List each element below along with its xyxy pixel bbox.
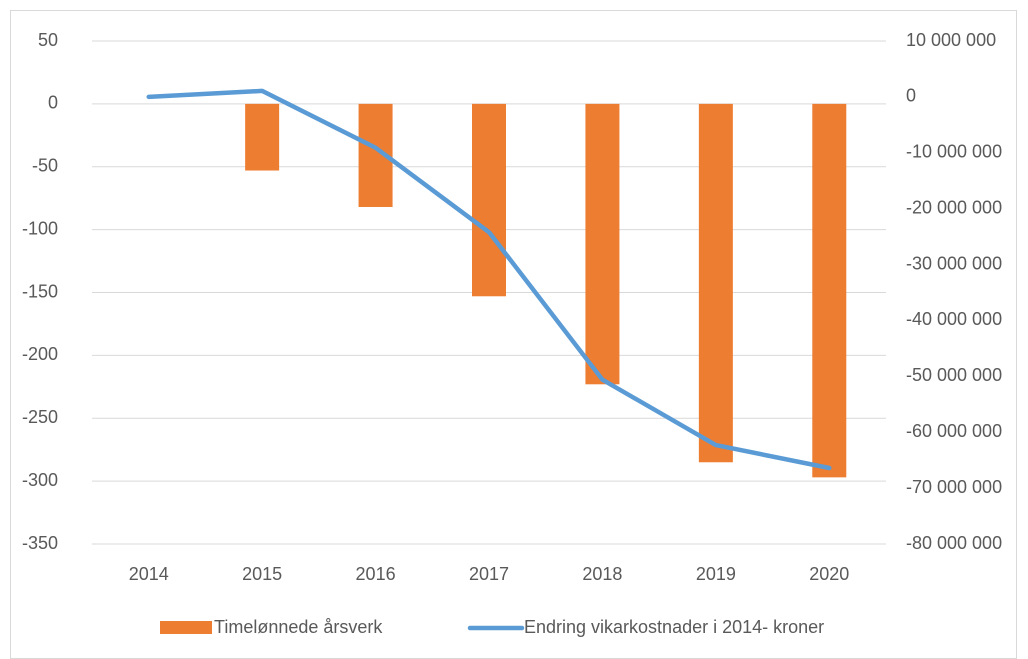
bar [472, 103, 506, 297]
y2-tick-label: -40 000 000 [906, 309, 1002, 329]
y2-tick-label: -70 000 000 [906, 477, 1002, 497]
line [146, 88, 832, 471]
y2-tick-label: -10 000 000 [906, 142, 1002, 162]
y-tick-label: -100 [22, 218, 58, 238]
y-tick-label: 50 [38, 30, 58, 50]
chart-border [10, 10, 1017, 659]
legend-label: Endring vikarkostnader i 2014- kroner [524, 617, 824, 637]
x-tick-label: 2016 [356, 564, 396, 584]
x-tick-label: 2019 [696, 564, 736, 584]
y2-tick-label: 10 000 000 [906, 30, 996, 50]
bar [585, 103, 620, 385]
y-tick-label: -50 [32, 156, 58, 176]
y-tick-label: -350 [22, 533, 58, 553]
legend-swatch [160, 621, 212, 634]
y2-tick-label: -30 000 000 [906, 253, 1002, 273]
y2-tick-label: -80 000 000 [906, 533, 1002, 553]
x-tick-label: 2018 [582, 564, 622, 584]
y-tick-label: -200 [22, 344, 58, 364]
bar [698, 103, 733, 463]
y2-tick-label: -50 000 000 [906, 365, 1002, 385]
x-tick-label: 2014 [129, 564, 169, 584]
legend-label: Timelønnede årsverk [214, 617, 383, 637]
bar [245, 103, 280, 171]
y2-tick-label: -60 000 000 [906, 421, 1002, 441]
x-tick-label: 2015 [242, 564, 282, 584]
y-tick-label: -300 [22, 470, 58, 490]
y2-tick-label: -20 000 000 [906, 197, 1002, 217]
y-tick-label: -250 [22, 407, 58, 427]
bar [812, 103, 847, 478]
x-tick-label: 2017 [469, 564, 509, 584]
x-tick-label: 2020 [809, 564, 849, 584]
y2-tick-label: 0 [906, 86, 916, 106]
y-tick-label: -150 [22, 281, 58, 301]
y-tick-label: 0 [48, 93, 58, 113]
